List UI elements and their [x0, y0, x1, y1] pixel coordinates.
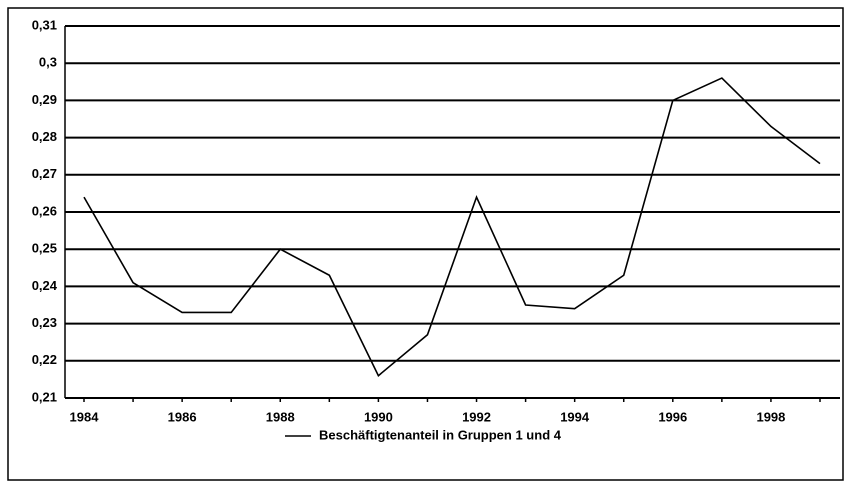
- x-tick-label: 1992: [462, 409, 491, 424]
- x-tick-label: 1994: [560, 409, 590, 424]
- y-tick-label: 0,21: [32, 389, 57, 404]
- x-tick-label: 1998: [756, 409, 785, 424]
- y-tick-label: 0,3: [39, 55, 57, 70]
- y-tick-label: 0,25: [32, 241, 57, 256]
- line-series: [83, 77, 821, 377]
- y-tick-label: 0,27: [32, 166, 57, 181]
- y-tick-label: 0,31: [32, 17, 57, 32]
- chart-frame: [7, 7, 844, 481]
- legend-label: Beschäftigtenanteil in Gruppen 1 und 4: [319, 427, 562, 442]
- y-tick-label: 0,28: [32, 129, 57, 144]
- x-tick-label: 1986: [168, 409, 197, 424]
- y-tick-label: 0,22: [32, 352, 57, 367]
- x-tick-label: 1996: [658, 409, 687, 424]
- y-tick-label: 0,23: [32, 315, 57, 330]
- y-tick-label: 0,29: [32, 92, 57, 107]
- y-tick-label: 0,26: [32, 203, 57, 218]
- x-tick-label: 1990: [364, 409, 393, 424]
- x-tick-label: 1984: [70, 409, 100, 424]
- y-tick-label: 0,24: [32, 278, 58, 293]
- x-tick-label: 1988: [266, 409, 295, 424]
